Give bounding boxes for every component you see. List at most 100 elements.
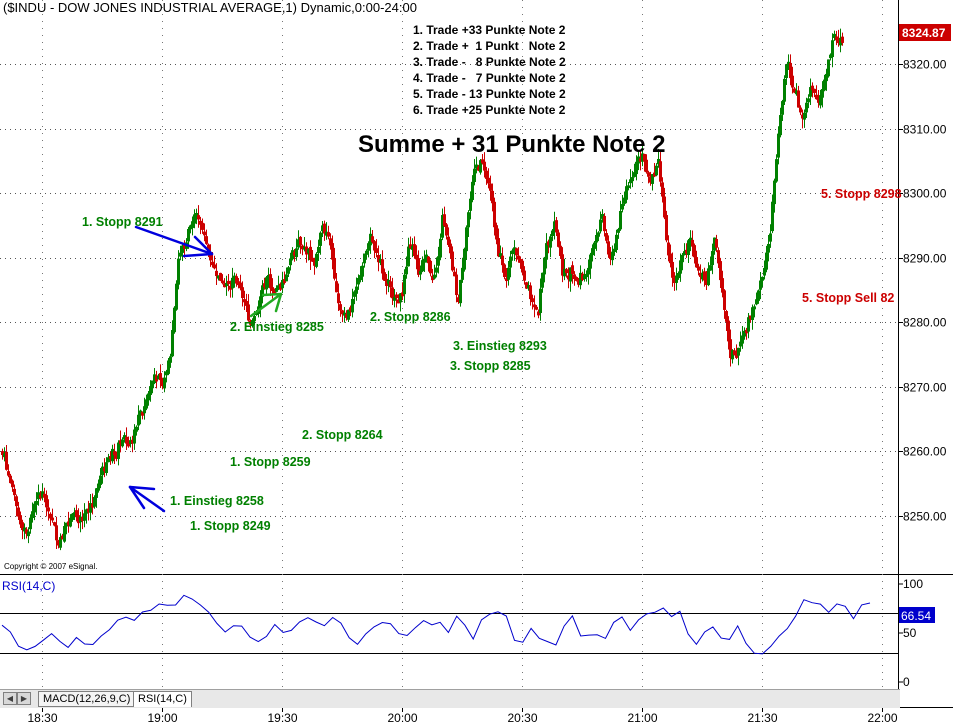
candle-body [399,293,402,303]
candle-body [705,279,708,286]
candle-body [147,393,150,401]
trade-line: 5. Trade - 13 Punkte Note 2 [413,87,566,101]
candle-body [1,451,4,455]
candle-body [355,286,358,294]
candle-body [143,406,146,414]
candle-body [607,241,610,255]
y-tick-label: 8270.00 [903,381,947,395]
candle-body [717,250,720,264]
candle-body [113,451,116,456]
candle-body [69,517,72,527]
candle-body [275,287,278,292]
candle-body [515,248,518,256]
candle-body [205,236,208,244]
candle-body [511,250,514,255]
candle-body [61,535,64,540]
candle-body [441,215,444,238]
x-tick-label: 20:30 [507,711,537,725]
candle-body [239,282,242,289]
candle-body [739,341,742,347]
candle-body [505,278,508,282]
candle-body [753,306,756,310]
candle-body [81,517,84,521]
candle-body [707,268,710,286]
candle-body [487,177,490,184]
candle-body [247,304,250,321]
candle-body [469,198,472,211]
candle-body [619,210,622,230]
candle-body [177,258,180,285]
candle-body [77,515,80,524]
candle-body [727,320,730,342]
candle-body [419,271,422,275]
candle-body [51,517,54,521]
tab-macd[interactable]: MACD(12,26,9,C) [38,691,136,707]
candle-body [283,279,286,283]
candle-body [367,243,370,251]
candle-body [33,503,36,513]
candle-body [431,275,434,281]
tab-scroll-right-button[interactable]: ▶ [17,692,31,705]
annotation-label: 1. Einstieg 8258 [170,494,264,508]
candle-body [437,256,440,266]
candle-body [433,274,436,279]
candle-body [151,380,154,389]
candle-body [775,159,778,182]
candle-body [45,495,48,508]
candle-body [35,501,38,505]
annotation-label: 2. Stopp 8286 [370,310,451,324]
candle-body [179,252,182,257]
candle-body [461,267,464,280]
candle-body [365,250,368,255]
candle-body [117,442,120,459]
candle-body [499,253,502,258]
candle-body [285,274,288,282]
candle-body [261,285,264,297]
candle-body [439,238,442,258]
x-tick-label: 20:00 [387,711,417,725]
candle-body [215,270,218,277]
candle-body [703,271,706,281]
arrow-icon [249,292,283,318]
indicator-tab-bar: ◀ ▶ MACD(12,26,9,C) RSI(14,C) [0,689,900,708]
candle-body [197,215,200,220]
candle-body [603,215,606,232]
candle-body [163,377,166,389]
candle-body [553,221,556,233]
candle-body [389,281,392,288]
candle-body [65,522,68,527]
candle-body [229,285,232,290]
candle-body [155,375,158,382]
copyright-label: Copyright © 2007 eSignal. [4,562,98,571]
candle-body [747,317,750,332]
candle-body [827,59,830,77]
candle-body [643,153,646,162]
candle-body [609,252,612,260]
candle-body [523,270,526,281]
candle-body [721,278,724,293]
tab-scroll-left-button[interactable]: ◀ [3,692,17,705]
y-tick-label: 8260.00 [903,445,947,459]
candle-body [111,448,114,462]
candle-body [59,537,62,548]
candle-body [403,274,406,295]
candle-body [797,90,800,108]
candle-body [527,285,530,289]
candle-body [789,62,792,79]
candle-body [683,251,686,256]
candle-body [95,488,98,498]
candle-body [235,276,238,284]
candle-body [615,234,618,250]
candle-body [287,267,290,274]
candle-body [549,236,552,248]
y-tick-label: 8320.00 [903,58,947,72]
candle-body [407,246,410,267]
candle-body [799,107,802,113]
candle-body [451,251,454,271]
tab-rsi[interactable]: RSI(14,C) [133,691,192,707]
candle-body [351,298,354,313]
candle-body [119,440,122,445]
candle-body [563,268,566,277]
candle-body [667,242,670,256]
time-axis: 18:30 19:00 19:30 20:00 20:30 21:00 21:30 22:00 [27,707,898,725]
